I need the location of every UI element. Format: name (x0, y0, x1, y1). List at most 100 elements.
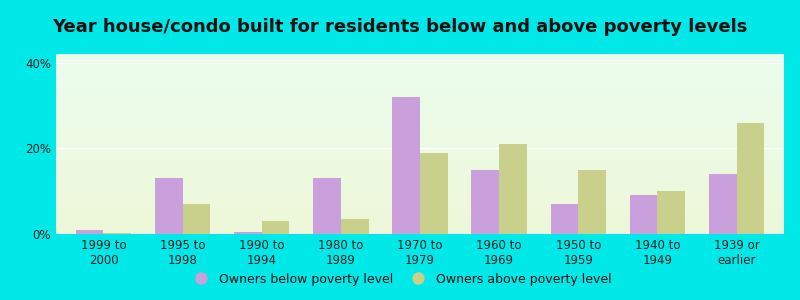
Bar (56, 79, 784, 80)
Bar (262, 221, 290, 234)
Bar (56, 227, 784, 228)
Bar (56, 98, 784, 99)
Bar (56, 94, 784, 95)
Bar (56, 215, 784, 216)
Bar (56, 101, 784, 102)
Bar (578, 170, 606, 234)
Bar (56, 205, 784, 206)
Bar (56, 88, 784, 89)
Bar (56, 148, 784, 149)
Bar (550, 204, 578, 234)
Bar (56, 74, 784, 75)
Bar (56, 54, 784, 55)
Bar (56, 219, 784, 220)
Bar (56, 72, 784, 73)
Bar (56, 221, 784, 222)
Bar (56, 159, 784, 160)
Bar (56, 67, 784, 68)
Bar (56, 197, 784, 198)
Bar (56, 165, 784, 166)
Bar (56, 174, 784, 175)
Bar (56, 86, 784, 87)
Bar (56, 85, 784, 86)
Bar (56, 185, 784, 186)
Bar (56, 87, 784, 88)
Bar (56, 99, 784, 100)
Bar (56, 173, 784, 174)
Bar (182, 204, 210, 234)
Bar (56, 183, 784, 184)
Bar (56, 192, 784, 193)
Bar (56, 90, 784, 91)
Bar (103, 233, 131, 234)
Bar (56, 138, 784, 139)
Bar (56, 150, 784, 151)
Bar (155, 178, 182, 234)
Bar (56, 120, 784, 121)
Bar (56, 147, 784, 148)
Bar (56, 83, 784, 84)
Bar (56, 154, 784, 155)
Bar (56, 170, 784, 171)
Bar (56, 134, 784, 135)
Bar (56, 155, 784, 156)
Bar (56, 202, 784, 203)
Bar (56, 103, 784, 104)
Bar (56, 68, 784, 69)
Bar (56, 162, 784, 163)
Bar (56, 55, 784, 56)
Bar (56, 115, 784, 116)
Bar (313, 178, 341, 234)
Bar (56, 181, 784, 182)
Bar (56, 187, 784, 188)
Bar (56, 65, 784, 66)
Bar (56, 232, 784, 233)
Bar (56, 214, 784, 215)
Bar (56, 133, 784, 134)
Bar (56, 117, 784, 118)
Bar (56, 151, 784, 152)
Bar (56, 194, 784, 195)
Bar (56, 171, 784, 172)
Bar (56, 105, 784, 106)
Bar (56, 196, 784, 197)
Bar (56, 64, 784, 65)
Bar (56, 92, 784, 93)
Bar (56, 104, 784, 105)
Bar (56, 152, 784, 153)
Bar (56, 132, 784, 133)
Bar (56, 179, 784, 180)
Bar (56, 114, 784, 115)
Bar (420, 153, 448, 234)
Bar (56, 168, 784, 169)
Bar (56, 213, 784, 214)
Bar (56, 85, 784, 86)
Bar (56, 58, 784, 59)
Bar (56, 153, 784, 154)
Bar (56, 163, 784, 164)
Bar (56, 223, 784, 224)
Bar (56, 206, 784, 207)
Bar (56, 164, 784, 165)
Bar (56, 222, 784, 223)
Bar (56, 201, 784, 202)
Bar (56, 119, 784, 120)
Bar (56, 70, 784, 71)
Bar (56, 200, 784, 201)
Bar (56, 108, 784, 109)
Bar (56, 139, 784, 140)
Bar (56, 59, 784, 60)
Bar (56, 144, 784, 145)
Bar (56, 71, 784, 72)
Bar (56, 158, 784, 159)
Bar (56, 82, 784, 83)
Bar (56, 193, 784, 194)
Bar (56, 76, 784, 77)
Bar (56, 188, 784, 189)
Bar (56, 143, 784, 144)
Bar (56, 140, 784, 141)
Bar (56, 81, 784, 82)
Bar (56, 186, 784, 187)
Bar (56, 167, 784, 168)
Bar (56, 73, 784, 74)
